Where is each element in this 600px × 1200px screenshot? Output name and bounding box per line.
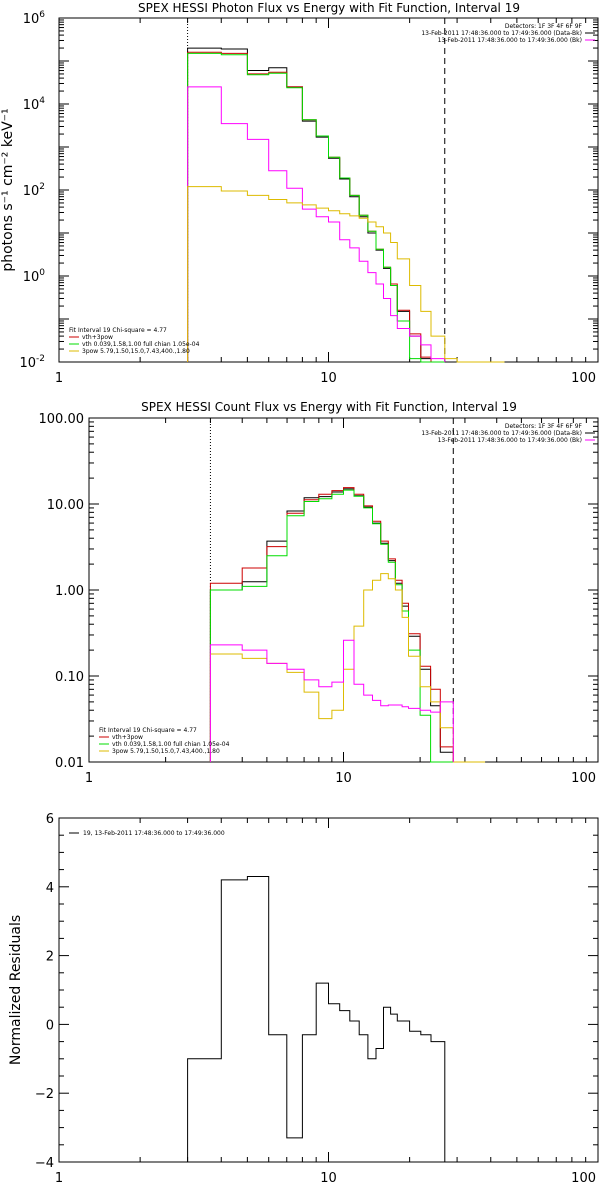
y-tick-label: 0 — [46, 1018, 54, 1033]
chart-title: SPEX HESSI Count Flux vs Energy with Fit… — [141, 400, 517, 414]
legend-text: vth+3pow — [82, 334, 113, 341]
legend-text: 13-Feb-2011 17:48:36.000 to 17:49:36.000… — [438, 437, 582, 444]
legend-text: Detectors: 1F 3F 4F 6F 9F — [505, 423, 583, 430]
y-tick-label: 102 — [23, 182, 45, 199]
legend-text: 19, 13-Feb-2011 17:48:36.000 to 17:49:36… — [83, 830, 225, 837]
chart-title: SPEX HESSI Photon Flux vs Energy with Fi… — [138, 1, 520, 15]
series-line-2 — [209, 489, 454, 763]
y-tick-label: −2 — [35, 1087, 54, 1102]
y-tick-label: 106 — [23, 10, 46, 27]
x-tick-label: 1 — [55, 1171, 63, 1186]
series-line-2 — [187, 52, 445, 363]
series-line-1 — [209, 487, 454, 762]
series-line-3 — [209, 573, 486, 763]
axes: 1 10 100 10-2 100 102 104 106 — [19, 10, 598, 386]
legend-text: vth+3pow — [112, 734, 143, 741]
series-group — [187, 47, 505, 363]
y-tick-label: 2 — [46, 950, 54, 965]
y-tick-label: 6 — [46, 812, 54, 827]
y-tick-label: 10.00 — [47, 498, 84, 513]
y-axis-label: Normalized Residuals — [8, 915, 24, 1065]
y-tick-label: 104 — [23, 96, 46, 113]
series-line-3 — [187, 86, 446, 362]
y-tick-label: 0.10 — [55, 670, 84, 685]
x-tick-label: 100 — [571, 371, 596, 386]
legend-text: Fit Interval 19 Chi-square = 4.77 — [99, 727, 197, 734]
plot-frame — [58, 17, 599, 363]
axes: 1 10 100 0.01 0.10 1.00 10.00 100.00 — [39, 412, 598, 786]
y-tick-label: 4 — [46, 881, 54, 896]
legend-text: 13-Feb-2011 17:48:36.000 to 17:49:36.000… — [421, 30, 582, 37]
legend-top-left: 19, 13-Feb-2011 17:48:36.000 to 17:49:36… — [69, 830, 225, 837]
legend-text: 3pow 5.79,1.50,15.0,7.43,400.,1.80 — [82, 348, 190, 355]
y-tick-label: −4 — [35, 1156, 54, 1171]
legend-bottom-left: Fit Interval 19 Chi-square = 4.77vth+3po… — [99, 727, 230, 755]
legend-text: 3pow 5.79,1.50,15.0,7.43,400.,1.80 — [112, 748, 220, 755]
series-line-0 — [187, 876, 446, 1162]
series-line-0 — [209, 488, 454, 762]
photon-flux-chart: SPEX HESSI Photon Flux vs Energy with Fi… — [0, 1, 599, 386]
y-tick-label: 10-2 — [19, 354, 45, 371]
x-tick-label: 100 — [571, 771, 596, 786]
y-axis-label: photons s⁻¹ cm⁻² keV⁻¹ — [0, 108, 16, 271]
y-tick-label: 100.00 — [39, 412, 85, 427]
series-line-4 — [209, 639, 454, 762]
x-tick-label: 100 — [571, 1171, 596, 1186]
x-tick-label: 10 — [320, 1171, 337, 1186]
legend-text: vth 0.039,1.58,1.00 full chian 1.05e-04 — [112, 741, 230, 748]
legend-bottom-left: Fit Interval 19 Chi-square = 4.77vth+3po… — [69, 327, 200, 355]
legend-text: Fit Interval 19 Chi-square = 4.77 — [69, 327, 167, 334]
count-flux-chart: SPEX HESSI Count Flux vs Energy with Fit… — [39, 400, 599, 786]
residuals-chart: Normalized Residuals 1 10 100 −4 −2 0 2 4 6 19, … — [8, 812, 599, 1186]
x-tick-label: 1 — [55, 371, 63, 386]
legend-text: Detectors: 1F 3F 4F 6F 9F — [505, 23, 583, 30]
x-tick-label: 1 — [85, 771, 93, 786]
x-tick-label: 10 — [320, 371, 337, 386]
series-group — [187, 876, 446, 1162]
y-tick-label: 100 — [23, 268, 46, 285]
series-line-4 — [187, 186, 505, 363]
y-tick-label: 1.00 — [55, 584, 84, 599]
legend-text: 13-Feb-2011 17:48:36.000 to 17:49:36.000… — [421, 430, 582, 437]
legend-text: 13-Feb-2011 17:48:36.000 to 17:49:36.000… — [438, 37, 582, 44]
series-group — [209, 487, 486, 763]
legend-text: vth 0.039,1.58,1.00 full chian 1.05e-04 — [82, 341, 200, 348]
x-tick-label: 10 — [335, 771, 352, 786]
y-tick-label: 0.01 — [55, 756, 84, 771]
axes: 1 10 100 −4 −2 0 2 4 6 — [35, 812, 598, 1186]
